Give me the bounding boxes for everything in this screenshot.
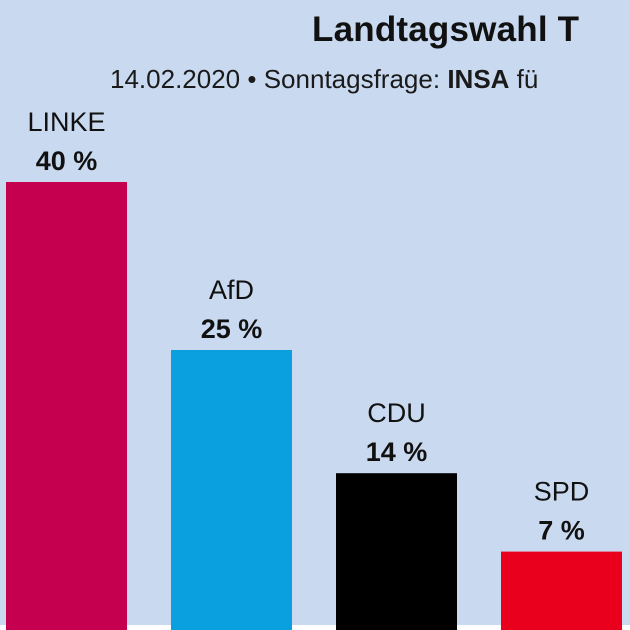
subtitle-suffix: fü [516,64,539,94]
bar-linke [6,182,127,630]
value-label-linke: 40 % [36,146,98,176]
chart-subtitle: 14.02.2020 • Sonntagsfrage: INSA fü [110,64,538,95]
subtitle-separator: • [247,64,257,94]
party-label-linke: LINKE [27,107,105,137]
party-label-spd: SPD [534,477,590,507]
party-label-afd: AfD [209,275,254,305]
value-label-spd: 7 % [538,516,585,546]
subtitle-pollster: INSA [447,64,510,94]
bar-spd [501,551,622,630]
bar-afd [171,350,292,630]
subtitle-date: 14.02.2020 [110,64,241,94]
subtitle-label: Sonntagsfrage: [263,64,441,94]
value-label-afd: 25 % [201,314,263,344]
party-label-cdu: CDU [367,398,426,428]
value-label-cdu: 14 % [366,437,428,467]
bar-cdu [336,473,457,630]
chart-title: Landtagswahl T [312,10,580,49]
